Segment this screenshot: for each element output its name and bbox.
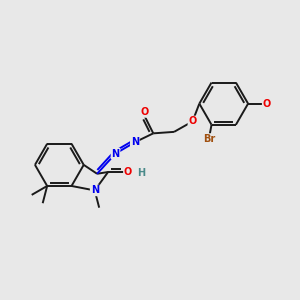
Text: N: N bbox=[112, 148, 120, 159]
Text: O: O bbox=[263, 99, 271, 109]
Text: O: O bbox=[140, 107, 148, 117]
Text: O: O bbox=[188, 116, 196, 127]
Text: N: N bbox=[91, 185, 99, 195]
Text: O: O bbox=[124, 167, 132, 177]
Text: Br: Br bbox=[203, 134, 215, 144]
Text: N: N bbox=[131, 137, 139, 147]
Text: H: H bbox=[137, 169, 145, 178]
